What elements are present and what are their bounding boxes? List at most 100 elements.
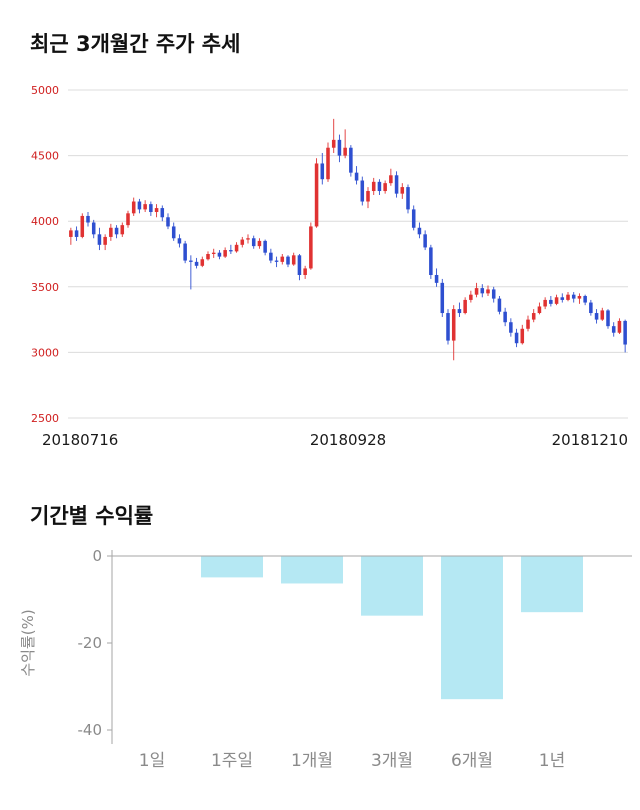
candle-body [394, 175, 399, 194]
candle-body [509, 322, 513, 333]
candle-body [349, 147, 353, 173]
candle-body [589, 302, 593, 314]
candle-body [171, 226, 176, 239]
candle-body [423, 234, 427, 248]
candle-body [594, 313, 599, 320]
candle-body [526, 319, 530, 329]
candle-body [389, 175, 393, 184]
candle-body [149, 204, 153, 213]
y-tick-label: 3500 [31, 281, 59, 294]
candle-body [469, 294, 473, 300]
candle-body [514, 332, 519, 344]
candle-body [326, 147, 330, 180]
y-tick-label: 4500 [31, 150, 59, 163]
candle-body [354, 172, 359, 181]
candle-body [126, 213, 130, 226]
candle-body [429, 247, 433, 275]
candle-body [103, 236, 107, 245]
candle-body [246, 238, 250, 240]
candle-body [377, 181, 382, 192]
candle-body [371, 181, 376, 192]
candle-body [120, 225, 125, 235]
returns-y-tick-label: 0 [92, 547, 102, 565]
candles [69, 118, 627, 361]
candle-body [154, 208, 159, 213]
candle-body [531, 313, 536, 320]
candle-body [360, 180, 365, 202]
candle-body [200, 259, 205, 266]
returns-category-label: 1일 [139, 751, 165, 771]
candle-body [194, 261, 199, 266]
candle-body [109, 227, 113, 237]
candle-body [566, 294, 570, 300]
candle-body [309, 226, 313, 269]
candle-body [417, 227, 422, 235]
candle-body [577, 295, 582, 299]
candle-body [240, 239, 245, 245]
candle-body [137, 201, 142, 210]
candle-body [143, 204, 147, 210]
return-bar [281, 556, 343, 584]
candle-body [457, 309, 462, 314]
candle-body [337, 139, 342, 156]
candle-body [571, 294, 576, 299]
candle-body [486, 289, 490, 294]
candle-body [480, 288, 485, 294]
candle-body [543, 299, 547, 307]
price-x-tick-labels: 20180716 20180928 20181210 [42, 431, 628, 449]
candle-body [74, 230, 79, 237]
candle-body [286, 256, 290, 265]
candle-body [274, 260, 279, 262]
candle-body [229, 250, 233, 252]
candle-body [177, 238, 182, 244]
candle-body [131, 201, 136, 214]
candle-body [223, 250, 227, 257]
x-tick-label: 20180928 [310, 431, 386, 449]
candle-body [474, 288, 479, 295]
candle-body [623, 320, 627, 345]
candle-body [463, 299, 467, 314]
candle-body [520, 328, 525, 344]
return-bar [361, 556, 423, 616]
candle-body [211, 252, 216, 254]
candle-body [280, 256, 285, 262]
candle-body [600, 310, 605, 320]
y-tick-label: 5000 [31, 84, 59, 97]
returns-category-label: 1주일 [211, 751, 253, 771]
candle-body [166, 217, 170, 227]
y-tick-label: 2500 [31, 412, 59, 425]
candle-body [183, 243, 187, 261]
candle-body [206, 254, 210, 260]
price-gridlines [68, 89, 628, 419]
candle-body [291, 255, 296, 265]
candle-body [583, 295, 587, 303]
candle-body [303, 268, 307, 275]
candle-body [314, 163, 319, 227]
returns-category-label: 3개월 [371, 751, 413, 771]
candle-body [189, 260, 193, 262]
returns-y-tick-label: -20 [78, 634, 103, 652]
candle-body [297, 255, 302, 275]
returns-category-label: 6개월 [451, 751, 493, 771]
price-y-tick-labels: 5000 4500 4000 3500 3000 2500 [31, 84, 59, 425]
candle-body [554, 297, 559, 304]
returns-category-label: 1개월 [291, 751, 333, 771]
candle-body [611, 326, 616, 333]
candle-body [383, 183, 387, 192]
candle-body [434, 274, 439, 283]
returns-chart: 0 -20 -40 수익률(%) 1일 1주일 1개월 3개월 6개월 1년 [19, 547, 632, 771]
returns-category-label: 1년 [539, 751, 565, 771]
candle-body [400, 187, 405, 194]
price-chart-title: 최근 3개월간 주가 추세 [30, 32, 241, 56]
candle-body [497, 298, 502, 312]
returns-y-tick-label: -40 [78, 721, 103, 739]
return-bar [441, 556, 503, 700]
candle-body [251, 238, 256, 247]
candle-body [80, 215, 85, 237]
candle-body [217, 252, 222, 257]
x-tick-label: 20181210 [552, 431, 628, 449]
candle-body [446, 313, 450, 341]
candle-body [114, 227, 119, 235]
return-bar [521, 556, 583, 613]
